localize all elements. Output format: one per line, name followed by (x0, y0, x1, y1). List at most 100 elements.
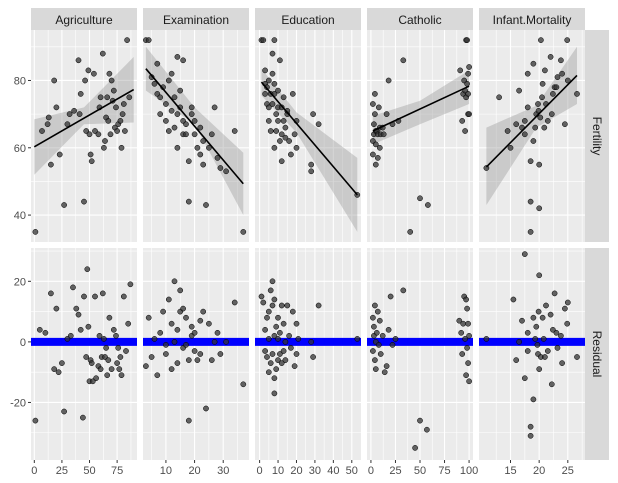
data-point (231, 128, 238, 134)
data-point (211, 104, 218, 111)
data-point (269, 70, 276, 77)
data-point (564, 320, 571, 327)
data-point (214, 329, 221, 336)
data-point (223, 168, 229, 175)
data-point (208, 131, 215, 138)
data-point (293, 320, 300, 327)
y-tick-label: 20 (14, 276, 26, 288)
data-point (554, 74, 561, 80)
data-point (380, 131, 387, 138)
data-point (265, 336, 272, 342)
data-point (76, 111, 83, 117)
data-point (275, 87, 281, 94)
strip-education (255, 8, 361, 30)
data-point (425, 202, 431, 208)
data-point (516, 339, 522, 345)
data-point (400, 287, 407, 294)
data-point (104, 94, 111, 101)
data-point (542, 354, 548, 360)
data-point (200, 161, 207, 168)
x-tick-label: 25 (56, 465, 68, 477)
data-point (200, 308, 207, 315)
data-point (460, 320, 467, 327)
data-point (267, 128, 274, 134)
data-point (510, 296, 517, 303)
data-point (466, 378, 472, 385)
data-point (542, 67, 548, 74)
data-point (113, 104, 119, 111)
data-point (389, 342, 396, 348)
data-point (458, 329, 465, 336)
data-point (280, 348, 287, 354)
data-point (308, 339, 315, 345)
data-point (267, 360, 274, 366)
data-point (53, 305, 60, 312)
panel-catholic-residual (367, 248, 473, 460)
data-point (91, 70, 97, 77)
data-point (550, 91, 556, 97)
data-point (370, 101, 376, 107)
data-point (535, 308, 542, 315)
data-point (197, 317, 204, 324)
data-point (551, 290, 558, 297)
data-point (521, 375, 528, 382)
data-point (271, 390, 278, 397)
data-point (194, 144, 201, 151)
data-point (377, 351, 384, 357)
data-point (269, 302, 276, 309)
data-point (126, 94, 133, 101)
data-point (48, 161, 54, 168)
data-point (271, 144, 278, 151)
data-point (77, 91, 84, 97)
data-point (165, 296, 172, 303)
data-point (103, 345, 109, 351)
data-point (465, 360, 471, 366)
strip-agriculture (31, 8, 137, 30)
data-point (163, 351, 169, 357)
data-point (71, 107, 77, 114)
data-point (383, 363, 390, 369)
data-point (154, 60, 161, 67)
data-point (291, 131, 298, 138)
data-point (125, 320, 132, 327)
data-point (457, 67, 464, 74)
data-point (185, 198, 192, 205)
data-point (271, 296, 278, 303)
data-point (99, 50, 106, 57)
x-tick-label: 15 (504, 465, 516, 477)
data-point (168, 366, 175, 372)
data-point (84, 266, 91, 273)
confidence-band (372, 70, 470, 145)
data-point (92, 293, 98, 300)
data-point (97, 94, 104, 101)
data-point (527, 229, 534, 235)
x-tick-label: 20 (188, 465, 200, 477)
data-point (524, 329, 531, 336)
data-point (465, 320, 471, 327)
data-point (269, 101, 276, 107)
data-point (527, 198, 534, 205)
data-point (36, 326, 43, 333)
data-point (168, 320, 175, 327)
data-point (61, 408, 67, 415)
data-point (67, 332, 74, 339)
data-point (151, 80, 158, 87)
data-point (465, 91, 471, 97)
data-point (537, 114, 544, 121)
data-point (87, 151, 94, 158)
data-point (464, 37, 470, 43)
data-point (80, 414, 86, 421)
data-point (519, 317, 525, 324)
data-point (264, 354, 270, 360)
data-point (151, 336, 158, 342)
data-point (513, 357, 520, 363)
strip-label-catholic: Catholic (398, 13, 441, 27)
data-point (88, 158, 95, 165)
data-point (562, 305, 568, 312)
data-point (412, 445, 418, 451)
data-point (194, 357, 201, 363)
data-point (171, 278, 178, 285)
data-point (530, 396, 537, 403)
data-point (177, 287, 184, 294)
data-point (383, 111, 390, 117)
